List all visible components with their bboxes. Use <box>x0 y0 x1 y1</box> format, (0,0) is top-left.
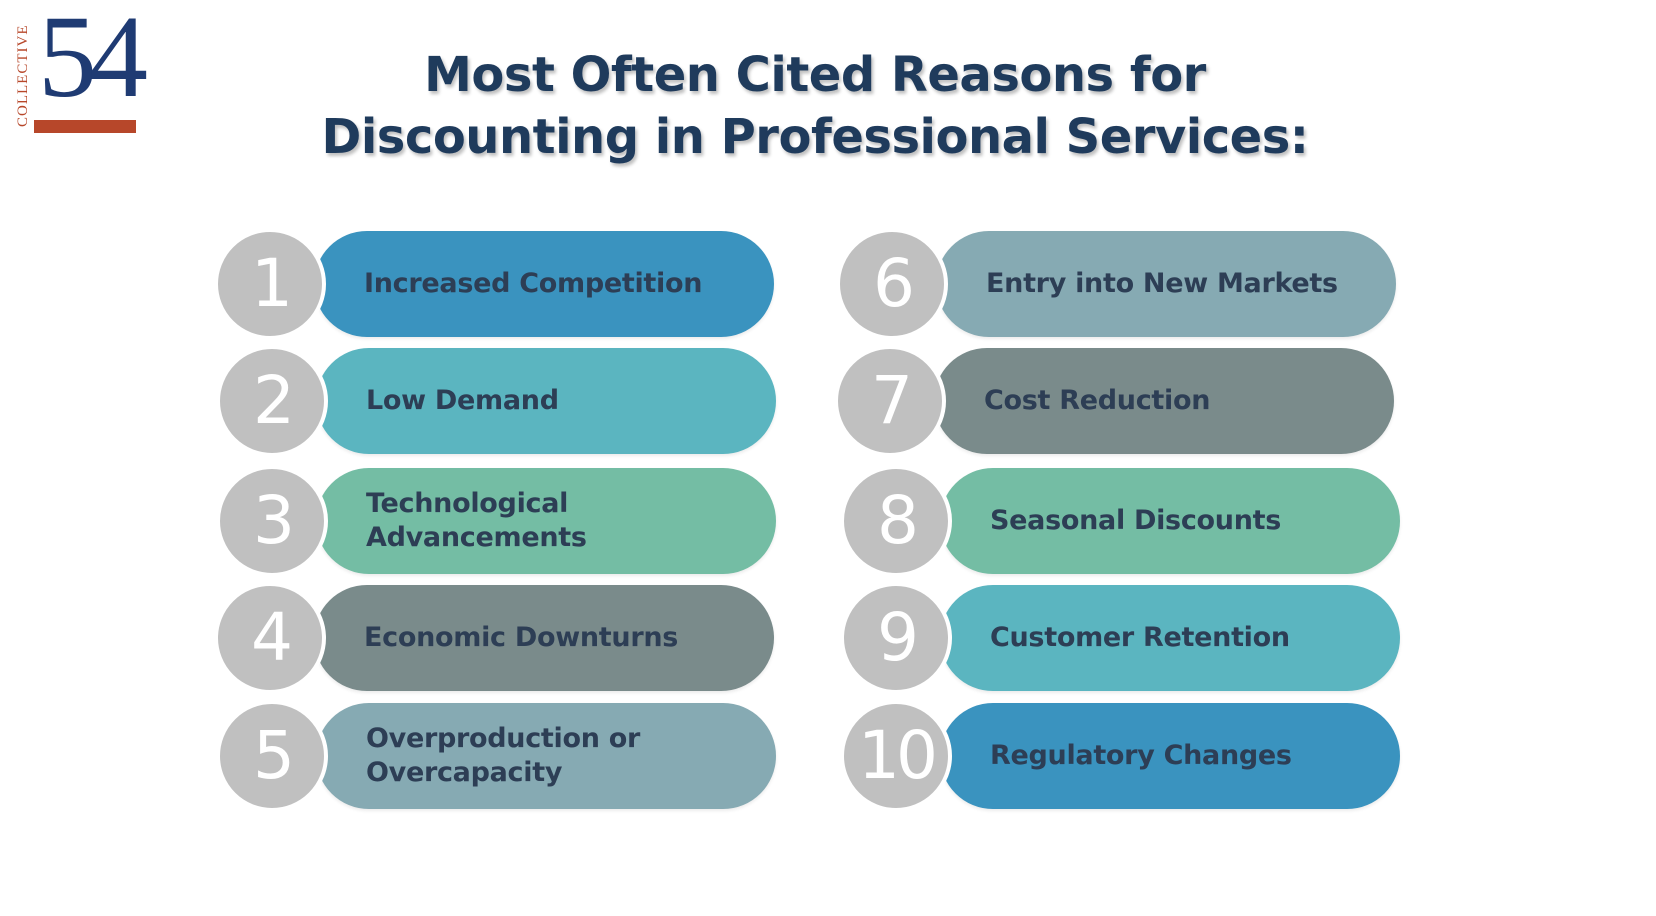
reason-item-1: Increased Competition 1 <box>214 228 774 340</box>
reason-item-6: Entry into New Markets 6 <box>836 228 1396 340</box>
number-badge: 6 <box>836 228 948 340</box>
reason-label: Seasonal Discounts <box>990 505 1282 536</box>
reason-item-5: Overproduction or Overcapacity 5 <box>216 700 776 812</box>
reason-pill: Technological Advancements <box>316 468 776 574</box>
logo-accent-bar <box>34 120 136 133</box>
reason-label: Low Demand <box>366 385 559 416</box>
number-badge: 7 <box>834 345 946 457</box>
number-badge: 5 <box>216 700 328 812</box>
reason-number: 6 <box>873 245 915 322</box>
number-badge: 10 <box>840 700 952 812</box>
reason-item-10: Regulatory Changes 10 <box>840 700 1400 812</box>
reason-number: 5 <box>253 717 295 794</box>
reason-label: Entry into New Markets <box>986 268 1338 299</box>
reason-pill: Entry into New Markets <box>936 231 1396 337</box>
reason-label: Increased Competition <box>364 268 703 299</box>
reason-number: 8 <box>877 482 919 559</box>
reason-label: Economic Downturns <box>364 622 679 653</box>
reason-pill: Customer Retention <box>940 585 1400 691</box>
reason-pill: Economic Downturns <box>314 585 774 691</box>
reason-label: Cost Reduction <box>984 385 1211 416</box>
reason-pill: Regulatory Changes <box>940 703 1400 809</box>
reason-pill: Cost Reduction <box>934 348 1394 454</box>
number-badge: 9 <box>840 582 952 694</box>
number-badge: 8 <box>840 465 952 577</box>
reason-number: 9 <box>877 599 919 676</box>
reason-pill: Increased Competition <box>314 231 774 337</box>
reason-number: 2 <box>253 362 295 439</box>
reason-pill: Overproduction or Overcapacity <box>316 703 776 809</box>
title-line-1: Most Often Cited Reasons for <box>424 47 1206 103</box>
page-title: Most Often Cited Reasons for Discounting… <box>300 44 1330 168</box>
reason-item-2: Low Demand 2 <box>216 345 776 457</box>
reason-item-9: Customer Retention 9 <box>840 582 1400 694</box>
reason-item-4: Economic Downturns 4 <box>214 582 774 694</box>
number-badge: 4 <box>214 582 326 694</box>
reason-pill: Low Demand <box>316 348 776 454</box>
reason-label: Overproduction or Overcapacity <box>366 723 641 788</box>
reason-label: Regulatory Changes <box>990 740 1292 771</box>
number-badge: 2 <box>216 345 328 457</box>
reason-item-8: Seasonal Discounts 8 <box>840 465 1400 577</box>
reason-number: 7 <box>871 362 913 439</box>
collective54-logo: COLLECTIVE 54 <box>10 0 148 136</box>
reason-item-3: Technological Advancements 3 <box>216 465 776 577</box>
reason-number: 1 <box>251 245 293 322</box>
reason-label: Technological Advancements <box>366 488 587 553</box>
reason-number: 3 <box>253 482 295 559</box>
reason-pill: Seasonal Discounts <box>940 468 1400 574</box>
reason-label: Customer Retention <box>990 622 1290 653</box>
title-line-2: Discounting in Professional Services: <box>321 109 1310 165</box>
reason-number: 4 <box>251 599 293 676</box>
reason-item-7: Cost Reduction 7 <box>834 345 1394 457</box>
logo-vertical-text: COLLECTIVE <box>15 24 31 128</box>
reason-number: 10 <box>858 717 938 794</box>
number-badge: 1 <box>214 228 326 340</box>
number-badge: 3 <box>216 465 328 577</box>
logo-number: 54 <box>38 0 148 122</box>
